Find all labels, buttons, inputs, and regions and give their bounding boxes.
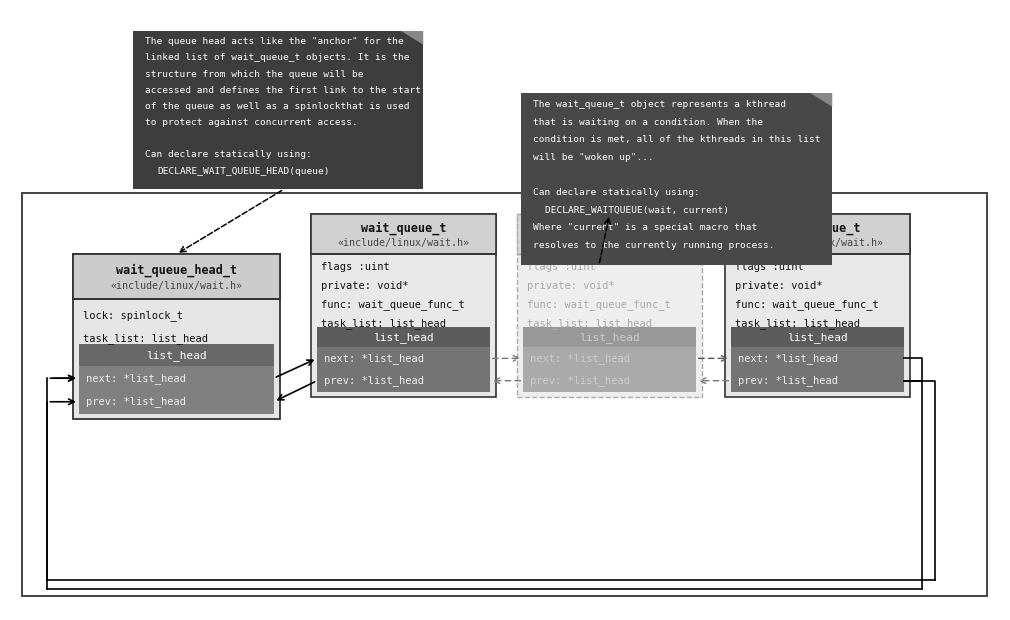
Text: «include/linux/wait.h»: «include/linux/wait.h» [110, 281, 242, 291]
Text: func: wait_queue_func_t: func: wait_queue_func_t [735, 299, 879, 310]
Text: to protect against concurrent access.: to protect against concurrent access. [145, 118, 359, 127]
Text: accessed and defines the first link to the start: accessed and defines the first link to t… [145, 86, 421, 95]
Text: wait_queue_t: wait_queue_t [361, 221, 446, 235]
Bar [317, 370, 490, 392]
Text: «include/linux/wait.h»: «include/linux/wait.h» [751, 238, 884, 248]
Text: func: wait_queue_func_t: func: wait_queue_func_t [321, 299, 465, 310]
Bar [517, 214, 702, 254]
Text: next: *list_head: next: *list_head [86, 373, 186, 384]
Text: flags :uint: flags :uint [321, 262, 390, 272]
Bar [523, 347, 696, 370]
Text: lock: spinlock_t: lock: spinlock_t [83, 310, 183, 321]
Text: next: *list_head: next: *list_head [738, 353, 838, 364]
Bar [133, 31, 423, 189]
Text: The queue head acts like the "anchor" for the: The queue head acts like the "anchor" fo… [145, 37, 404, 46]
Text: wait_queue_head_t: wait_queue_head_t [116, 263, 236, 277]
Polygon shape [401, 31, 423, 45]
Text: Can declare statically using:: Can declare statically using: [145, 151, 312, 159]
Bar [517, 214, 702, 397]
Text: linked list of wait_queue_t objects. It is the: linked list of wait_queue_t objects. It … [145, 53, 410, 63]
Text: private: void*: private: void* [321, 281, 409, 291]
Bar [79, 366, 274, 390]
Text: list_head: list_head [579, 332, 640, 343]
Text: list_head: list_head [787, 332, 848, 343]
Text: DECLARE_WAIT_QUEUE_HEAD(queue): DECLARE_WAIT_QUEUE_HEAD(queue) [158, 167, 330, 175]
Text: that is waiting on a condition. When the: that is waiting on a condition. When the [533, 118, 764, 126]
Bar [725, 214, 910, 254]
Text: resolves to the currently running process.: resolves to the currently running proces… [533, 241, 775, 250]
Bar [73, 254, 280, 418]
Text: private: void*: private: void* [527, 281, 615, 291]
Text: will be "woken up"...: will be "woken up"... [533, 153, 654, 162]
Bar [523, 327, 696, 347]
Text: next: *list_head: next: *list_head [530, 353, 630, 364]
Bar [521, 93, 832, 265]
Text: list_head: list_head [373, 332, 434, 343]
Text: task_list: list_head: task_list: list_head [83, 334, 208, 344]
Text: «include/linux/wait.h»: «include/linux/wait.h» [543, 238, 676, 248]
Text: wait_queue_t: wait_queue_t [775, 221, 861, 235]
Bar [731, 370, 904, 392]
Text: task_list: list_head: task_list: list_head [735, 318, 861, 329]
Text: The wait_queue_t object represents a kthread: The wait_queue_t object represents a kth… [533, 100, 786, 109]
Text: prev: *list_head: prev: *list_head [324, 375, 424, 386]
Text: «include/linux/wait.h»: «include/linux/wait.h» [337, 238, 470, 248]
Text: DECLARE_WAITQUEUE(wait, current): DECLARE_WAITQUEUE(wait, current) [545, 206, 729, 215]
Bar [311, 214, 496, 397]
Text: func: wait_queue_func_t: func: wait_queue_func_t [527, 299, 671, 310]
Bar [311, 214, 496, 254]
Bar [523, 370, 696, 392]
Text: list_head: list_head [145, 350, 207, 361]
Text: flags :uint: flags :uint [735, 262, 804, 272]
Text: prev: *list_head: prev: *list_head [86, 396, 186, 407]
Bar [731, 327, 904, 347]
Text: Where "current" is a special macro that: Where "current" is a special macro that [533, 223, 758, 232]
Text: Can declare statically using:: Can declare statically using: [533, 188, 700, 197]
Bar [725, 214, 910, 397]
Text: task_list: list_head: task_list: list_head [321, 318, 446, 329]
Text: prev: *list_head: prev: *list_head [738, 375, 838, 386]
Text: wait_queue_t: wait_queue_t [567, 221, 652, 235]
Text: www.JEHTech.com: www.JEHTech.com [357, 283, 482, 297]
Text: condition is met, all of the kthreads in this list: condition is met, all of the kthreads in… [533, 135, 821, 144]
Bar [731, 347, 904, 370]
Text: next: *list_head: next: *list_head [324, 353, 424, 364]
Text: prev: *list_head: prev: *list_head [530, 375, 630, 386]
Bar [79, 344, 274, 366]
Bar [73, 254, 280, 299]
Text: private: void*: private: void* [735, 281, 823, 291]
Bar [317, 347, 490, 370]
Text: structure from which the queue will be: structure from which the queue will be [145, 69, 364, 79]
Text: of the queue as well as a spinlockthat is used: of the queue as well as a spinlockthat i… [145, 102, 410, 111]
Bar [79, 390, 274, 414]
Bar [317, 327, 490, 347]
Bar [22, 193, 987, 596]
Polygon shape [810, 93, 832, 107]
Text: task_list: list_head: task_list: list_head [527, 318, 652, 329]
Text: flags :uint: flags :uint [527, 262, 596, 272]
